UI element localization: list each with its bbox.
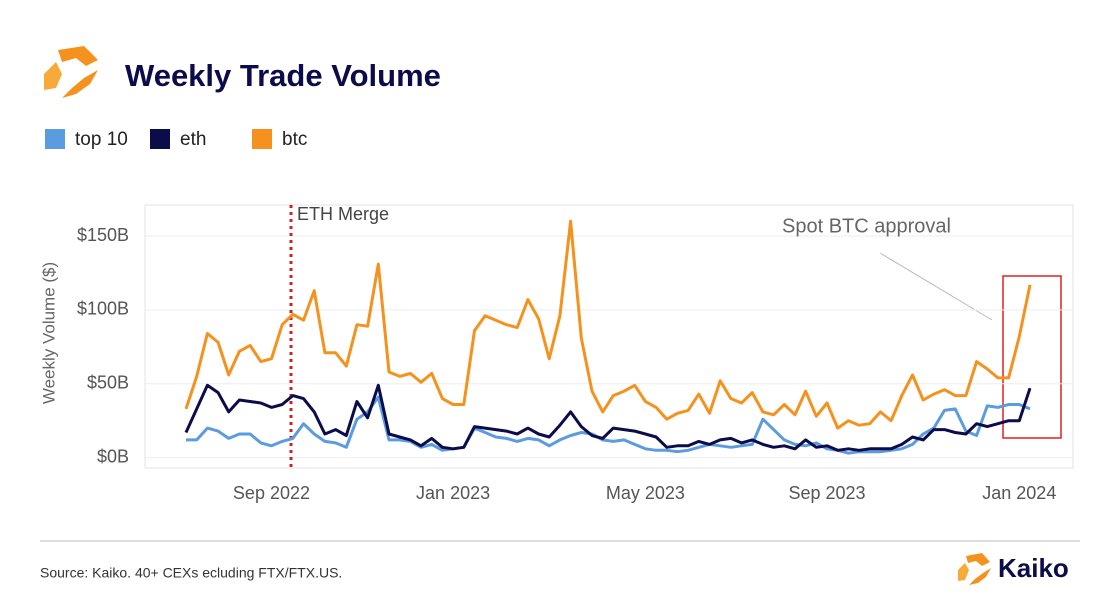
logo-icon (44, 46, 98, 98)
x-tick-label: Jan 2023 (416, 483, 490, 503)
x-tick-label: Sep 2023 (788, 483, 865, 503)
series-line (184, 219, 1032, 430)
y-tick-label: $0B (97, 446, 129, 466)
legend-label: eth (180, 129, 206, 150)
x-tick-label: May 2023 (606, 483, 685, 503)
y-axis-label: Weekly Volume ($) (39, 262, 58, 404)
annotation-arrow (879, 252, 993, 321)
y-tick-label: $150B (77, 225, 129, 245)
legend-swatch (45, 129, 65, 149)
series-line (186, 395, 1031, 455)
annotation: ETH Merge (297, 204, 389, 224)
chart-title: Weekly Trade Volume (125, 58, 441, 93)
y-tick-label: $100B (77, 299, 129, 319)
plot-frame (144, 204, 1074, 469)
source: Source: Kaiko. 40+ CEXs ecluding FTX/FTX… (40, 565, 342, 581)
annotation: Spot BTC approval (782, 215, 951, 237)
series-line (184, 383, 1032, 452)
brand-icon (958, 553, 991, 585)
highlight-box (1002, 275, 1062, 439)
legend-swatch (252, 129, 272, 149)
legend-label: btc (282, 129, 307, 150)
legend-swatch (150, 129, 170, 149)
y-tick-label: $50B (87, 373, 129, 393)
x-tick-label: Jan 2024 (982, 483, 1056, 503)
x-tick-label: Sep 2022 (233, 483, 310, 503)
brand: Kaiko (998, 553, 1069, 583)
legend-label: top 10 (75, 129, 128, 150)
